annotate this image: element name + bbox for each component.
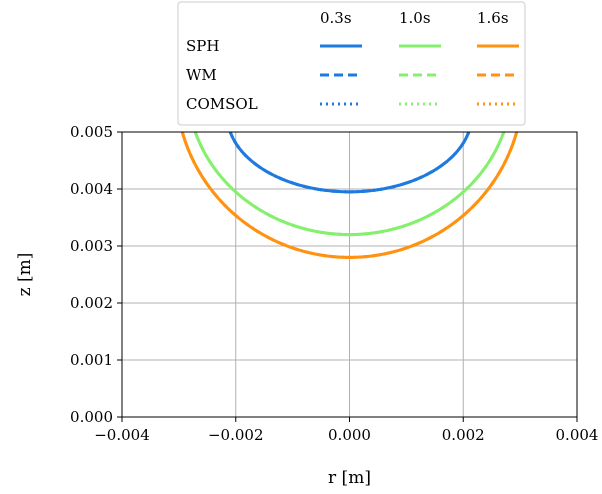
curve-comsol-0_3s: [228, 132, 471, 194]
legend-column-2: 1.6s: [477, 9, 509, 27]
axis-ticks: −0.004 −0.002 0.000 0.002 0.004 0.000 0.001 0.0…: [70, 123, 598, 444]
legend-row-1: WM: [186, 66, 217, 84]
x-tick-label: −0.004: [94, 426, 150, 444]
legend-column-0: 0.3s: [320, 9, 352, 27]
x-tick-label: 0.000: [328, 426, 371, 444]
legend: 0.3s 1.0s 1.6s SPH WM COMSOL: [177, 1, 526, 126]
y-tick-label: 0.004: [70, 180, 113, 198]
x-tick-label: 0.002: [442, 426, 485, 444]
x-tick-label: 0.004: [556, 426, 599, 444]
x-tick-label: −0.002: [208, 426, 264, 444]
legend-frame: [177, 1, 526, 126]
curve-comsol-1_0s: [193, 132, 506, 237]
y-tick-label: 0.003: [70, 237, 113, 255]
legend-column-1: 1.0s: [399, 9, 431, 27]
y-axis-label: z [m]: [15, 253, 35, 297]
curve-comsol-1_6s: [180, 132, 519, 259]
grid: [121, 131, 578, 418]
x-axis-label: r [m]: [328, 468, 371, 488]
y-tick-label: 0.005: [70, 123, 113, 141]
legend-swatches: [320, 44, 519, 106]
y-tick-label: 0.002: [70, 294, 113, 312]
legend-row-0: SPH: [186, 37, 219, 55]
legend-row-2: COMSOL: [186, 95, 258, 113]
y-tick-label: 0.000: [70, 408, 113, 426]
boundary-curves: [180, 132, 519, 259]
y-tick-label: 0.001: [70, 351, 113, 369]
